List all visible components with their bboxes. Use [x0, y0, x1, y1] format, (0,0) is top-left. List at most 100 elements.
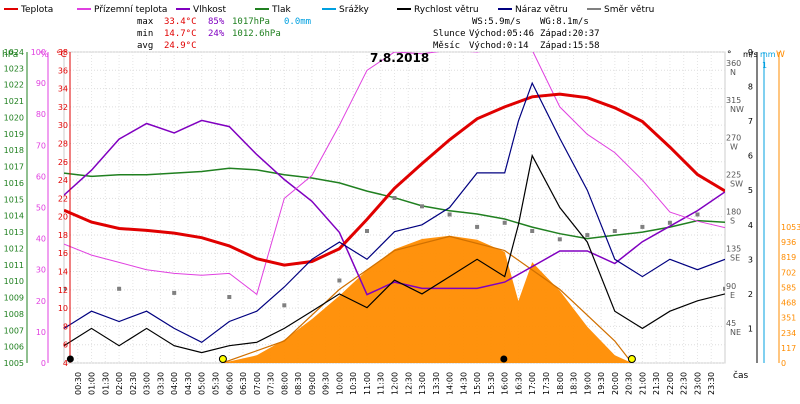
ms-tick-label: 7 — [748, 117, 753, 126]
stats-max-press: 1017hPa — [232, 17, 270, 27]
time-tick-label: 08:00 — [280, 372, 289, 395]
stats-min-temp: 14.7°C — [164, 29, 197, 39]
time-tick-label: 03:00 — [143, 372, 152, 395]
moon-set: Západ:15:58 — [540, 41, 600, 51]
wm2-tick-label: 351 — [781, 314, 796, 323]
temp-tick-label: 26 — [58, 158, 68, 167]
time-tick-label: 10:30 — [349, 372, 358, 395]
mm-tick-label: 1 — [762, 61, 767, 70]
time-tick-label: 04:30 — [184, 372, 193, 395]
hpa-tick-label: 1007 — [4, 326, 24, 335]
time-tick-label: 08:30 — [294, 372, 303, 395]
time-tick-label: 05:30 — [211, 372, 220, 395]
stats-max-label: max — [137, 17, 154, 27]
pct-tick-label: 90 — [36, 79, 46, 88]
temp-tick-label: 16 — [58, 249, 68, 258]
moon-rise-marker — [66, 355, 74, 363]
time-tick-label: 11:30 — [377, 372, 386, 395]
stats-avg-label: avg — [137, 41, 153, 51]
hpa-tick-label: 1011 — [4, 261, 24, 270]
time-tick-label: 12:30 — [404, 372, 413, 395]
pct-axis-label: % — [40, 50, 49, 60]
pct-tick-label: 20 — [36, 297, 46, 306]
temp-tick-label: 18 — [58, 231, 68, 240]
pct-tick-label: 40 — [36, 235, 46, 244]
series-smer-vetru-point — [337, 278, 342, 283]
sun-moon-markers — [66, 355, 636, 363]
time-tick-label: 07:30 — [267, 372, 276, 395]
ms-tick-label: 6 — [748, 152, 753, 161]
temp-tick-label: 4 — [63, 359, 68, 368]
hpa-tick-label: 1005 — [4, 359, 24, 368]
time-tick-label: 16:30 — [514, 372, 523, 395]
dir-tick-degree: 90 — [726, 282, 736, 291]
time-tick-label: 00:30 — [74, 372, 83, 395]
time-tick-label: 21:30 — [652, 372, 661, 395]
pct-tick-label: 10 — [36, 328, 46, 337]
time-tick-label: 10:00 — [335, 372, 344, 395]
hpa-tick-label: 1010 — [4, 277, 24, 286]
time-tick-label: 16:00 — [501, 372, 510, 395]
temp-tick-label: 28 — [58, 139, 68, 148]
time-axis-label: čas — [733, 370, 748, 381]
time-tick-label: 01:30 — [101, 372, 110, 395]
time-tick-label: 04:00 — [170, 372, 179, 395]
series-smer-vetru-point — [282, 303, 287, 308]
dir-axis-label: ° — [727, 50, 732, 60]
time-tick-label: 19:00 — [583, 372, 592, 395]
time-tick-label: 02:00 — [115, 372, 124, 395]
moon-rise: Východ:0:14 — [469, 41, 529, 51]
wm2-tick-label: 234 — [781, 329, 796, 338]
series-smer-vetru-point — [723, 286, 725, 291]
sun-set-marker — [627, 355, 636, 363]
temp-tick-label: 20 — [58, 213, 68, 222]
hpa-tick-label: 1015 — [4, 195, 24, 204]
wm2-tick-label: 1053 — [781, 223, 800, 232]
time-tick-label: 19:30 — [597, 372, 606, 395]
hpa-axis-label: hPa — [2, 50, 18, 60]
temp-tick-label: 32 — [58, 103, 68, 112]
series-smer-vetru-point — [365, 229, 369, 233]
time-tick-label: 14:30 — [459, 372, 468, 395]
time-tick-label: 22:30 — [680, 372, 689, 395]
time-tick-label: 18:30 — [570, 372, 579, 395]
hpa-tick-label: 1023 — [4, 64, 24, 73]
pct-tick-label: 80 — [36, 110, 46, 119]
legend: Teplota Přízemní teplota Vlhkost Tlak Srážky… — [4, 5, 654, 15]
legend-entry: Srážky — [339, 5, 370, 15]
series-smer-vetru-point — [640, 224, 645, 229]
series-naraz-vetru — [64, 81, 725, 344]
wm2-tick-label: 585 — [781, 283, 796, 292]
sun-rise-marker — [218, 355, 227, 363]
series-smer-vetru-point — [64, 286, 66, 291]
time-tick-label: 12:00 — [391, 372, 400, 395]
chart-title: 7.8.2018 — [370, 51, 429, 65]
dir-tick-compass: SE — [730, 254, 740, 263]
temp-tick-label: 24 — [58, 176, 68, 185]
wind-wg: WG:8.1m/s — [540, 17, 589, 27]
hpa-tick-label: 1021 — [4, 97, 24, 106]
series-smer-vetru-point — [172, 290, 177, 295]
pct-tick-label: 50 — [36, 204, 46, 213]
series-smer-vetru-point — [612, 229, 617, 233]
series-lines — [64, 52, 725, 354]
wm2-tick-label: 0 — [781, 359, 786, 368]
dir-tick-degree: 45 — [726, 319, 736, 328]
ms-tick-label: 4 — [748, 221, 753, 230]
hpa-tick-label: 1022 — [4, 81, 24, 90]
time-tick-label: 06:30 — [239, 372, 248, 395]
hpa-tick-label: 1020 — [4, 113, 24, 122]
dir-tick-compass: NW — [730, 105, 744, 114]
pct-tick-label: 60 — [36, 172, 46, 181]
time-tick-label: 07:00 — [253, 372, 262, 395]
stats-max-rain: 0.0mm — [284, 17, 311, 27]
temp-tick-label: 14 — [58, 268, 68, 277]
wm2-tick-label: 117 — [781, 344, 796, 353]
time-tick-label: 06:00 — [225, 372, 234, 395]
temp-tick-label: 22 — [58, 194, 68, 203]
time-tick-label: 23:30 — [707, 372, 716, 395]
series-rychlost-vetru — [64, 153, 725, 354]
mm-axis-label: mm — [760, 50, 776, 59]
hpa-tick-label: 1017 — [4, 163, 24, 172]
ms-tick-label: 5 — [748, 186, 753, 195]
